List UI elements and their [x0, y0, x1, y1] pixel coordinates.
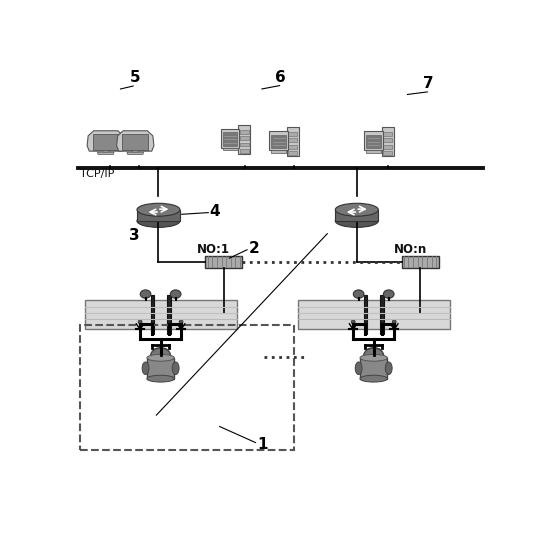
Polygon shape — [102, 151, 109, 152]
Ellipse shape — [170, 290, 181, 298]
Polygon shape — [287, 127, 299, 157]
Ellipse shape — [364, 348, 384, 363]
Polygon shape — [239, 130, 249, 134]
Polygon shape — [132, 151, 138, 152]
Circle shape — [392, 320, 396, 324]
Polygon shape — [239, 149, 249, 152]
Polygon shape — [239, 136, 249, 140]
Polygon shape — [222, 148, 237, 150]
Ellipse shape — [355, 362, 362, 374]
Bar — [206, 255, 242, 269]
Ellipse shape — [137, 203, 180, 216]
Bar — [380, 295, 384, 334]
Polygon shape — [122, 134, 149, 150]
Circle shape — [138, 320, 142, 324]
Ellipse shape — [140, 290, 151, 298]
Text: 5: 5 — [130, 70, 141, 85]
Text: 4: 4 — [209, 204, 220, 219]
Polygon shape — [117, 131, 154, 151]
Text: 7: 7 — [423, 76, 434, 91]
Ellipse shape — [367, 348, 381, 354]
Polygon shape — [364, 132, 383, 150]
Polygon shape — [383, 139, 392, 142]
Ellipse shape — [142, 362, 149, 374]
Polygon shape — [288, 151, 298, 155]
Polygon shape — [87, 131, 124, 151]
Polygon shape — [366, 150, 381, 152]
Polygon shape — [288, 133, 298, 136]
Ellipse shape — [335, 214, 378, 227]
Polygon shape — [271, 135, 286, 147]
Polygon shape — [239, 142, 249, 146]
Bar — [147, 358, 174, 379]
Polygon shape — [93, 134, 119, 150]
Ellipse shape — [360, 375, 387, 382]
Polygon shape — [288, 145, 298, 149]
Polygon shape — [98, 152, 114, 155]
Ellipse shape — [154, 355, 168, 363]
Polygon shape — [223, 133, 237, 146]
Polygon shape — [238, 125, 250, 155]
Polygon shape — [137, 210, 180, 221]
Ellipse shape — [151, 348, 170, 363]
Polygon shape — [288, 139, 298, 142]
Bar — [298, 300, 449, 329]
Text: TCP/IP: TCP/IP — [81, 169, 115, 179]
Bar — [81, 326, 294, 450]
Polygon shape — [383, 133, 392, 136]
Polygon shape — [271, 150, 286, 152]
Polygon shape — [127, 152, 144, 155]
Ellipse shape — [153, 348, 168, 354]
Ellipse shape — [385, 362, 392, 374]
Ellipse shape — [384, 290, 394, 298]
Bar — [402, 255, 438, 269]
Bar — [84, 300, 237, 329]
Text: 6: 6 — [276, 70, 286, 85]
Polygon shape — [383, 151, 392, 155]
Polygon shape — [335, 210, 378, 221]
Polygon shape — [382, 127, 394, 157]
Ellipse shape — [147, 375, 174, 382]
Circle shape — [351, 320, 355, 324]
Text: 1: 1 — [258, 437, 268, 452]
Text: 2: 2 — [249, 241, 260, 256]
Text: NO:n: NO:n — [393, 243, 427, 256]
Bar — [167, 295, 170, 334]
Ellipse shape — [137, 214, 180, 227]
Text: 3: 3 — [129, 228, 140, 243]
Ellipse shape — [360, 355, 387, 361]
Polygon shape — [367, 135, 381, 147]
Polygon shape — [269, 132, 288, 150]
Text: NO:1: NO:1 — [197, 243, 230, 256]
Ellipse shape — [172, 362, 179, 374]
Polygon shape — [221, 129, 239, 148]
Bar — [364, 295, 367, 334]
Polygon shape — [383, 145, 392, 149]
Bar — [151, 295, 154, 334]
Bar — [360, 358, 387, 379]
Ellipse shape — [353, 290, 364, 298]
Ellipse shape — [147, 355, 174, 361]
Circle shape — [179, 320, 183, 324]
Ellipse shape — [367, 355, 380, 363]
Ellipse shape — [335, 203, 378, 216]
